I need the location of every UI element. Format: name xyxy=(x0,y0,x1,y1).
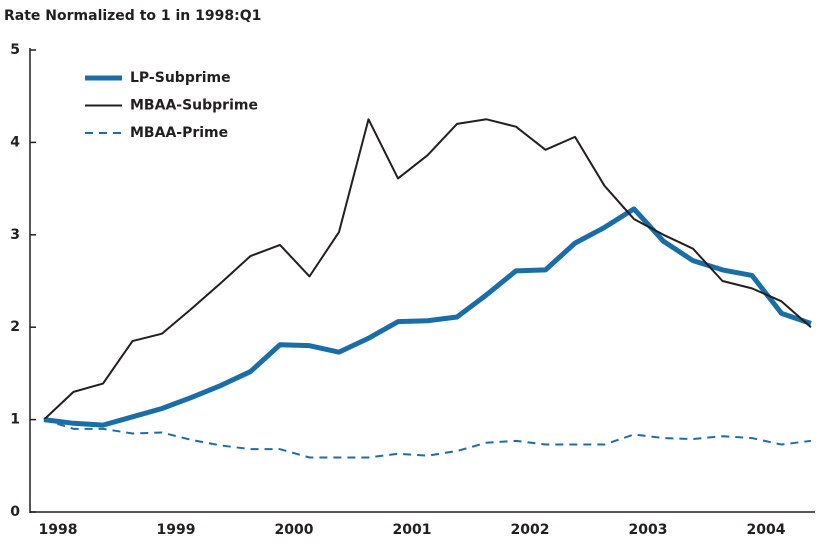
x-tick-label: 2002 xyxy=(511,522,550,538)
x-tick-label: 2000 xyxy=(275,522,314,538)
x-tick-label: 1998 xyxy=(39,522,78,538)
series-line xyxy=(43,206,812,428)
x-tick-label: 1999 xyxy=(157,522,196,538)
y-tick-label: 0 xyxy=(10,504,20,520)
series-line xyxy=(43,418,812,459)
legend-label: LP-Subprime xyxy=(130,70,231,86)
y-tick-label: 3 xyxy=(10,227,20,243)
y-tick-label: 5 xyxy=(10,42,20,58)
y-tick-label: 4 xyxy=(10,134,20,150)
y-tick-label: 2 xyxy=(10,319,20,335)
y-tick-label: 1 xyxy=(10,412,20,428)
y-axis-label: Rate Normalized to 1 in 1998:Q1 xyxy=(4,8,261,24)
x-tick-label: 2003 xyxy=(629,522,668,538)
legend-label: MBAA-Prime xyxy=(130,125,228,141)
legend-label: MBAA-Subprime xyxy=(130,98,258,114)
x-tick-label: 2004 xyxy=(747,522,786,538)
x-tick-label: 2001 xyxy=(393,522,432,538)
series-line xyxy=(43,118,812,421)
